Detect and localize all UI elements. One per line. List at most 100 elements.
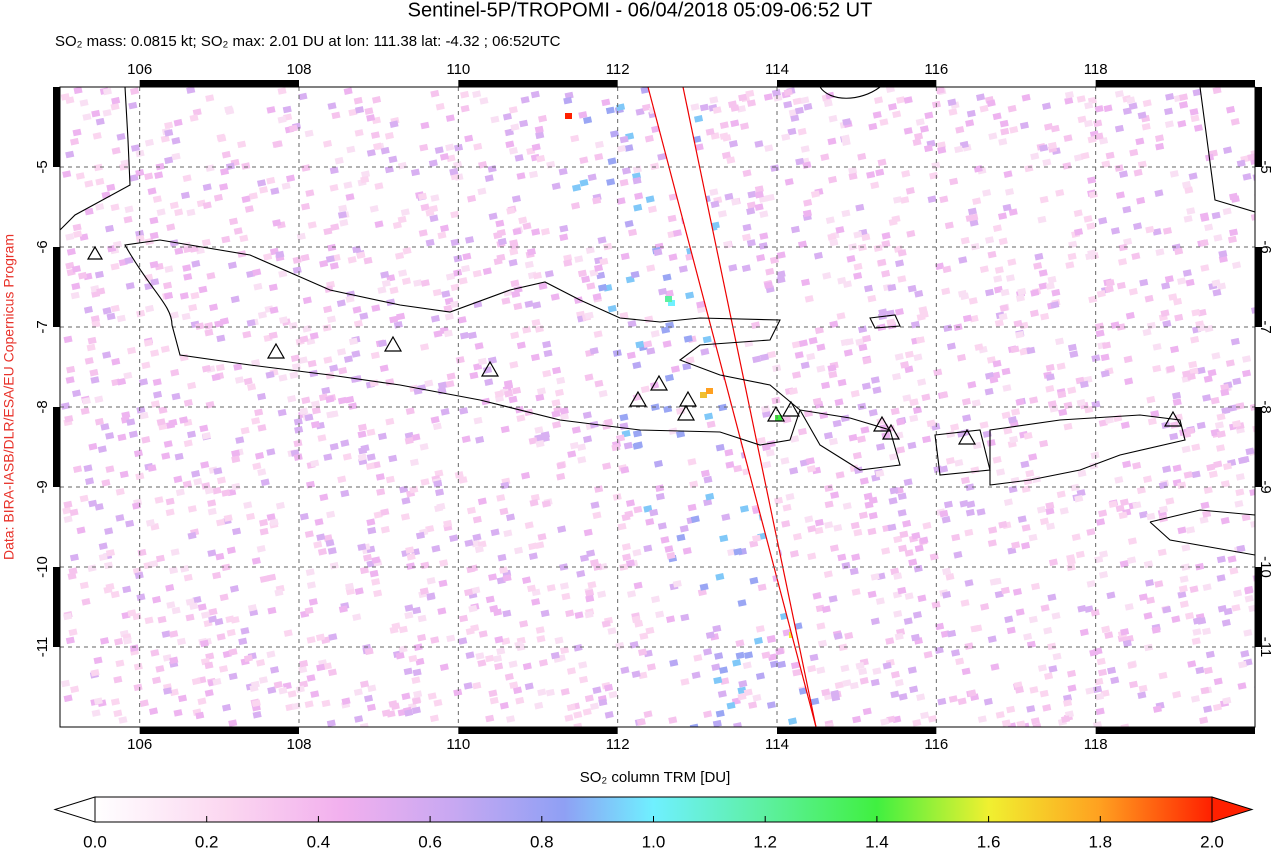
pixel xyxy=(704,412,714,421)
pixel xyxy=(513,686,523,695)
pixel xyxy=(1100,353,1110,362)
pixel xyxy=(1181,544,1191,552)
pixel xyxy=(63,500,73,509)
pixel xyxy=(556,376,566,385)
pixel xyxy=(459,614,469,623)
pixel xyxy=(304,530,314,538)
pixel xyxy=(124,256,134,265)
volcano xyxy=(881,423,901,440)
subtitle: SO₂ mass: 0.0815 kt; SO₂ max: 2.01 DU at… xyxy=(55,33,561,50)
pixel xyxy=(443,329,453,338)
pixel xyxy=(1083,215,1093,223)
pixel xyxy=(465,236,475,244)
pixel xyxy=(496,494,506,502)
pixel xyxy=(905,187,915,195)
pixel xyxy=(86,343,96,352)
pixel xyxy=(861,233,871,242)
pixel xyxy=(995,468,1006,476)
pixel xyxy=(870,678,880,687)
pixel xyxy=(563,96,573,105)
pixel xyxy=(957,697,967,706)
pixel xyxy=(501,297,511,305)
pixel xyxy=(1216,430,1226,438)
pixel xyxy=(136,593,146,601)
pixel xyxy=(472,515,482,524)
pixel xyxy=(200,611,211,619)
pixel xyxy=(602,462,612,470)
pixel xyxy=(1028,615,1038,624)
pixel xyxy=(1058,408,1068,417)
pixel xyxy=(217,134,227,143)
pixel xyxy=(136,406,146,414)
pixel xyxy=(1188,360,1198,369)
pixel xyxy=(327,315,337,324)
pixel xyxy=(126,418,136,426)
pixel xyxy=(881,269,891,278)
pixel xyxy=(339,219,349,227)
pixel xyxy=(396,312,406,321)
pixel xyxy=(994,590,1004,599)
pixel xyxy=(1166,365,1176,373)
pixel xyxy=(188,303,198,312)
pixel xyxy=(242,330,252,339)
pixel xyxy=(467,331,477,340)
pixel xyxy=(1195,666,1205,675)
pixel xyxy=(1171,615,1181,623)
pixel xyxy=(263,253,273,261)
pixel xyxy=(848,433,858,442)
pixel xyxy=(1189,108,1199,116)
pixel xyxy=(484,174,494,182)
pixel xyxy=(326,410,336,419)
pixel xyxy=(468,604,478,613)
pixel xyxy=(444,312,454,321)
pixel xyxy=(846,255,856,263)
pixel xyxy=(594,153,604,161)
pixel xyxy=(1067,684,1077,692)
pixel xyxy=(689,480,699,489)
pixel xyxy=(579,179,589,187)
pixel xyxy=(460,90,470,99)
coastline xyxy=(1199,87,1255,213)
pixel xyxy=(941,287,951,296)
pixel xyxy=(719,534,729,543)
pixel xyxy=(893,535,903,544)
pixel xyxy=(874,96,884,104)
pixel xyxy=(587,173,597,182)
pixel xyxy=(895,259,905,268)
pixel xyxy=(420,121,430,130)
y-tick-label: -8 xyxy=(1257,400,1272,413)
pixel xyxy=(295,685,305,693)
pixel xyxy=(682,547,692,555)
pixel xyxy=(1052,652,1062,661)
pixel xyxy=(1123,237,1133,246)
pixel xyxy=(531,598,541,606)
pixel xyxy=(901,170,911,178)
pixel xyxy=(259,186,269,194)
pixel xyxy=(278,686,288,695)
pixel xyxy=(166,223,176,231)
pixel xyxy=(966,109,976,118)
pixel xyxy=(714,652,724,660)
pixel xyxy=(736,105,746,113)
pixel xyxy=(219,665,229,673)
pixel xyxy=(1232,377,1242,386)
pixel xyxy=(425,208,435,217)
pixel xyxy=(149,231,159,240)
pixel xyxy=(488,689,498,698)
pixel xyxy=(384,165,394,174)
pixel xyxy=(740,122,750,130)
pixel xyxy=(205,164,215,172)
pixel xyxy=(63,612,73,621)
pixel xyxy=(345,295,355,303)
pixel xyxy=(1222,696,1232,705)
pixel xyxy=(897,492,907,501)
pixel xyxy=(855,338,865,346)
pixel xyxy=(1213,234,1223,242)
pixel xyxy=(1179,600,1189,608)
pixel xyxy=(206,272,216,280)
pixel xyxy=(969,213,979,222)
pixel xyxy=(751,534,762,543)
pixel xyxy=(353,96,363,105)
pixel xyxy=(960,292,970,301)
pixel xyxy=(1154,580,1164,588)
